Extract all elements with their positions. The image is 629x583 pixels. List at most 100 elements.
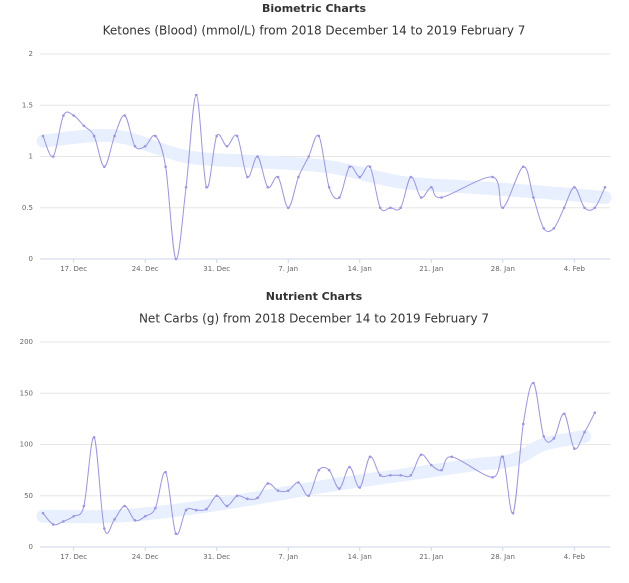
section-heading: Nutrient Charts xyxy=(266,290,363,303)
y-tick-label: 1.5 xyxy=(22,101,33,109)
data-point xyxy=(194,93,198,97)
data-point xyxy=(266,482,270,485)
data-point xyxy=(593,206,597,210)
data-point xyxy=(51,523,55,526)
y-tick-label: 200 xyxy=(20,338,33,346)
x-tick-label: 7. Jan xyxy=(278,265,298,273)
data-point xyxy=(521,165,525,169)
data-line xyxy=(42,94,606,260)
data-point xyxy=(72,514,75,518)
y-tick-label: 100 xyxy=(20,441,33,449)
data-point xyxy=(378,473,382,477)
x-tick-label: 24. Dec xyxy=(132,265,159,273)
data-point xyxy=(143,144,147,148)
section-heading: Biometric Charts xyxy=(262,2,366,15)
data-point xyxy=(184,508,188,512)
y-tick-label: 0 xyxy=(29,255,33,263)
data-point xyxy=(174,257,178,261)
data-point xyxy=(511,511,515,515)
data-point xyxy=(419,453,423,457)
data-point xyxy=(174,532,178,535)
data-point xyxy=(113,134,116,138)
data-point xyxy=(358,175,362,179)
data-point xyxy=(491,476,494,479)
data-point xyxy=(429,463,433,467)
data-point xyxy=(562,206,566,210)
data-point xyxy=(276,489,280,492)
data-point xyxy=(123,504,127,508)
data-point xyxy=(419,196,423,199)
data-point xyxy=(378,206,382,210)
x-tick-label: 21. Jan xyxy=(419,553,443,561)
y-tick-label: 50 xyxy=(24,492,33,500)
y-tick-label: 2 xyxy=(29,50,33,58)
data-point xyxy=(409,175,413,179)
x-tick-label: 28. Jan xyxy=(491,553,515,561)
data-point xyxy=(338,196,341,199)
data-point xyxy=(440,468,443,472)
data-point xyxy=(583,430,586,434)
data-point xyxy=(62,114,65,117)
data-point xyxy=(429,185,433,189)
data-point xyxy=(41,134,45,138)
data-point xyxy=(573,185,576,189)
data-point xyxy=(143,514,147,518)
data-point xyxy=(327,468,331,472)
data-point xyxy=(164,165,167,169)
data-point xyxy=(235,134,239,138)
data-point xyxy=(338,487,341,490)
data-point xyxy=(103,527,106,530)
data-point xyxy=(501,455,505,459)
trend-band xyxy=(36,128,612,204)
data-point xyxy=(297,175,300,179)
data-point xyxy=(276,175,280,179)
data-point xyxy=(327,185,331,189)
trend-band xyxy=(36,429,592,524)
data-point xyxy=(62,520,65,523)
data-point xyxy=(368,455,372,459)
x-tick-label: 17. Dec xyxy=(60,265,87,273)
data-point xyxy=(123,114,127,117)
data-point xyxy=(573,447,576,450)
data-point xyxy=(246,497,249,501)
data-point xyxy=(205,507,208,511)
data-point xyxy=(256,496,259,500)
data-point xyxy=(501,206,505,210)
data-point xyxy=(92,436,96,439)
data-point xyxy=(317,134,321,138)
data-point xyxy=(82,504,86,508)
data-point xyxy=(297,481,300,484)
data-point xyxy=(215,134,219,138)
data-point xyxy=(307,155,310,158)
data-point xyxy=(593,411,597,415)
x-tick-label: 24. Dec xyxy=(132,553,159,561)
data-point xyxy=(552,226,556,230)
data-point xyxy=(286,489,290,492)
x-tick-label: 14. Jan xyxy=(348,553,372,561)
data-point xyxy=(562,412,566,416)
data-point xyxy=(154,506,157,510)
data-point xyxy=(154,134,157,138)
x-tick-label: 21. Jan xyxy=(419,265,443,273)
data-point xyxy=(92,134,96,138)
data-point xyxy=(256,155,259,158)
x-tick-label: 31. Dec xyxy=(203,553,230,561)
x-tick-label: 4. Feb xyxy=(564,553,586,561)
x-tick-label: 31. Dec xyxy=(203,265,230,273)
data-point xyxy=(235,494,239,498)
x-tick-label: 28. Jan xyxy=(491,265,515,273)
data-point xyxy=(348,465,351,469)
data-point xyxy=(348,165,351,169)
data-point xyxy=(215,494,219,498)
data-point xyxy=(307,494,310,498)
chart-title: Net Carbs (g) from 2018 December 14 to 2… xyxy=(139,312,489,326)
data-point xyxy=(389,206,392,210)
data-point xyxy=(440,196,443,199)
data-point xyxy=(194,508,198,512)
data-point xyxy=(113,518,116,521)
chart-title: Ketones (Blood) (mmol/L) from 2018 Decem… xyxy=(103,24,526,38)
data-point xyxy=(164,470,167,474)
data-point xyxy=(583,206,586,210)
data-point xyxy=(491,175,494,179)
data-point xyxy=(552,437,556,440)
